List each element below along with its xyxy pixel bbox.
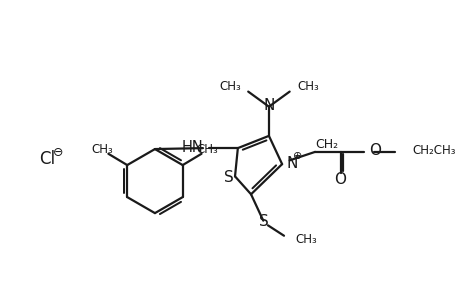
Text: CH₃: CH₃ [196,142,218,156]
Text: CH₂CH₃: CH₂CH₃ [411,144,455,158]
Text: Cl: Cl [39,150,55,168]
Text: N: N [286,156,297,171]
Text: N: N [263,98,274,113]
Text: S: S [223,170,233,185]
Text: CH₂: CH₂ [314,138,337,151]
Text: O: O [334,172,346,187]
Text: CH₃: CH₃ [92,142,113,156]
Text: ⊕: ⊕ [292,151,301,161]
Text: CH₃: CH₃ [295,233,316,246]
Text: CH₃: CH₃ [297,80,318,93]
Text: CH₃: CH₃ [218,80,240,93]
Text: ⊖: ⊖ [52,146,63,159]
Text: O: O [368,143,380,158]
Text: S: S [259,214,269,229]
Text: HN: HN [181,140,202,155]
